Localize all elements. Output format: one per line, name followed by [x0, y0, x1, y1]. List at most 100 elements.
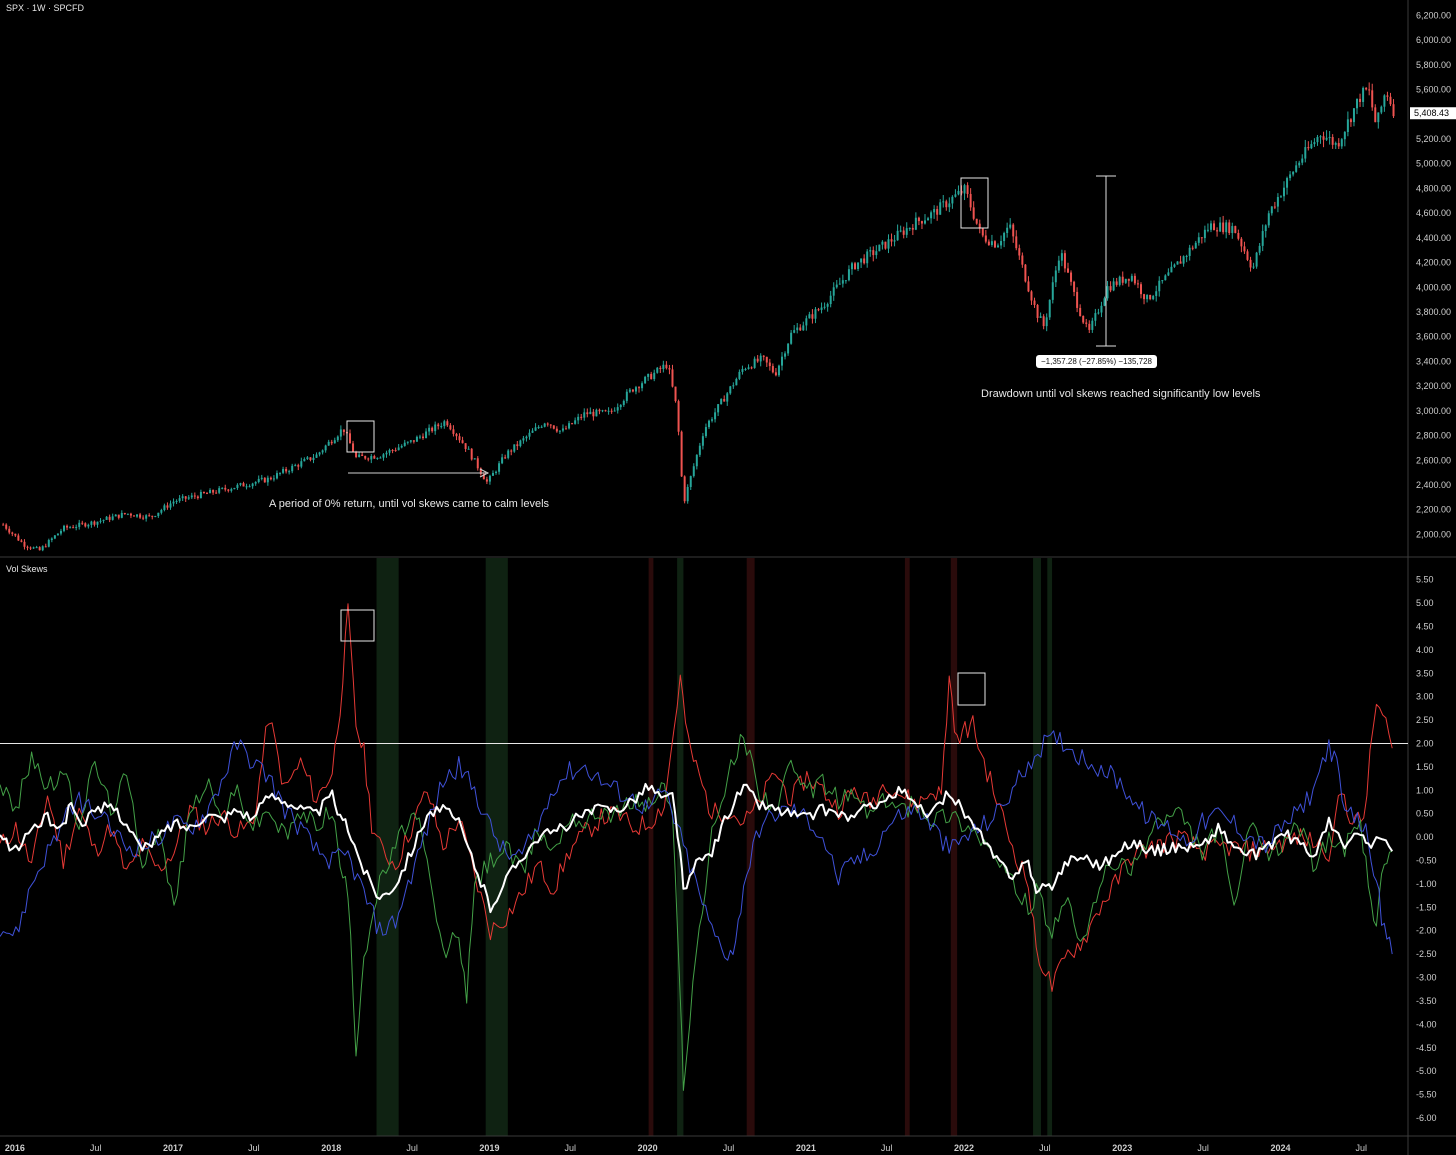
candle-body — [215, 492, 218, 494]
candle-body — [966, 185, 969, 194]
candle-body — [665, 364, 668, 369]
candle-body — [1270, 206, 1273, 214]
vol-tick-label: 5.50 — [1416, 575, 1434, 585]
candle-body — [266, 477, 269, 483]
candle-body — [84, 523, 87, 527]
candle-body — [841, 280, 844, 284]
candle-body — [251, 483, 254, 487]
candle-body — [1063, 253, 1066, 269]
candle-body — [1079, 307, 1082, 316]
candle-body — [199, 491, 202, 499]
annotation-flat-return[interactable]: A period of 0% return, until vol skews c… — [269, 498, 550, 510]
candle-body — [580, 416, 583, 418]
candle-body — [1054, 270, 1057, 283]
candle-body — [1048, 299, 1051, 318]
candle-body — [303, 458, 306, 462]
candle-body — [1143, 294, 1146, 300]
highlight-box-2022-top[interactable] — [960, 177, 989, 229]
candle-body — [564, 428, 567, 430]
candle-body — [954, 194, 957, 197]
candle-body — [1133, 275, 1136, 284]
candle-body — [364, 456, 367, 459]
candle-body — [936, 209, 939, 215]
candle-body — [263, 477, 266, 483]
candle-body — [181, 496, 184, 499]
candle-body — [1225, 222, 1228, 233]
candle-body — [616, 407, 619, 411]
candle-body — [628, 389, 631, 392]
candle-body — [196, 496, 199, 499]
candle-body — [111, 516, 114, 520]
candle-body — [1112, 281, 1115, 291]
candle-body — [379, 457, 382, 459]
candle-body — [476, 458, 479, 469]
price-tick-label: 4,200.00 — [1416, 258, 1451, 268]
price-tick-label: 6,000.00 — [1416, 35, 1451, 45]
candle-body — [543, 423, 546, 427]
vol-tick-label: -0.50 — [1416, 856, 1437, 866]
candle-body — [808, 314, 811, 319]
time-tick-label: 2016 — [5, 1143, 25, 1153]
candle-body — [1216, 230, 1219, 232]
candle-body — [1252, 266, 1255, 268]
candle-body — [446, 421, 449, 426]
candle-body — [327, 441, 330, 446]
candle-body — [997, 245, 1000, 248]
candle-body — [309, 457, 312, 460]
candle-body — [479, 468, 482, 475]
candle-body — [1255, 252, 1258, 267]
vol-tick-label: 2.50 — [1416, 715, 1434, 725]
candle-body — [66, 525, 69, 528]
candle-body — [863, 258, 866, 264]
candle-body — [905, 228, 908, 235]
candle-body — [336, 436, 339, 441]
candle-body — [120, 512, 123, 518]
candle-body — [1006, 227, 1009, 234]
candle-body — [382, 454, 385, 458]
candle-body — [218, 488, 221, 493]
candle-body — [902, 230, 905, 235]
time-tick-label: 2017 — [163, 1143, 183, 1153]
candle-body — [668, 368, 671, 370]
candle-body — [583, 412, 586, 418]
vol-tick-label: 5.00 — [1416, 598, 1434, 608]
candle-body — [14, 533, 17, 536]
annotation-drawdown[interactable]: Drawdown until vol skews reached signifi… — [981, 388, 1261, 400]
candle-body — [504, 457, 507, 459]
candle-body — [1276, 197, 1279, 207]
candle-body — [604, 410, 607, 412]
candle-body — [695, 454, 698, 467]
highlight-box-vol-2022[interactable] — [957, 672, 986, 706]
candle-body — [1027, 281, 1030, 292]
candle-body — [488, 475, 491, 482]
highlight-box-2018-top[interactable] — [346, 420, 375, 453]
candle-body — [835, 284, 838, 288]
candle-body — [485, 479, 488, 482]
candle-body — [634, 387, 637, 392]
candle-body — [1359, 98, 1362, 102]
candle-body — [656, 367, 659, 373]
symbol-title: SPX · 1W · SPCFD — [6, 3, 85, 13]
candle-body — [90, 521, 93, 525]
candle-body — [650, 373, 653, 380]
highlight-box-vol-2018[interactable] — [340, 609, 375, 642]
candle-body — [1386, 95, 1389, 97]
chart-drawings[interactable] — [340, 175, 1116, 706]
candle-body — [707, 420, 710, 428]
candle-body — [1237, 232, 1240, 239]
candle-body — [969, 193, 972, 208]
candle-body — [908, 227, 911, 229]
green-zone-4 — [1047, 558, 1053, 1136]
candle-body — [781, 356, 784, 366]
candle-body — [1033, 300, 1036, 305]
candle-body — [373, 456, 376, 459]
candle-body — [1039, 316, 1042, 318]
candle-body — [528, 432, 531, 437]
candle-body — [1100, 305, 1103, 313]
price-tick-label: 6,200.00 — [1416, 10, 1451, 20]
candle-body — [47, 540, 50, 547]
candle-body — [139, 514, 142, 518]
candle-body — [960, 190, 963, 194]
